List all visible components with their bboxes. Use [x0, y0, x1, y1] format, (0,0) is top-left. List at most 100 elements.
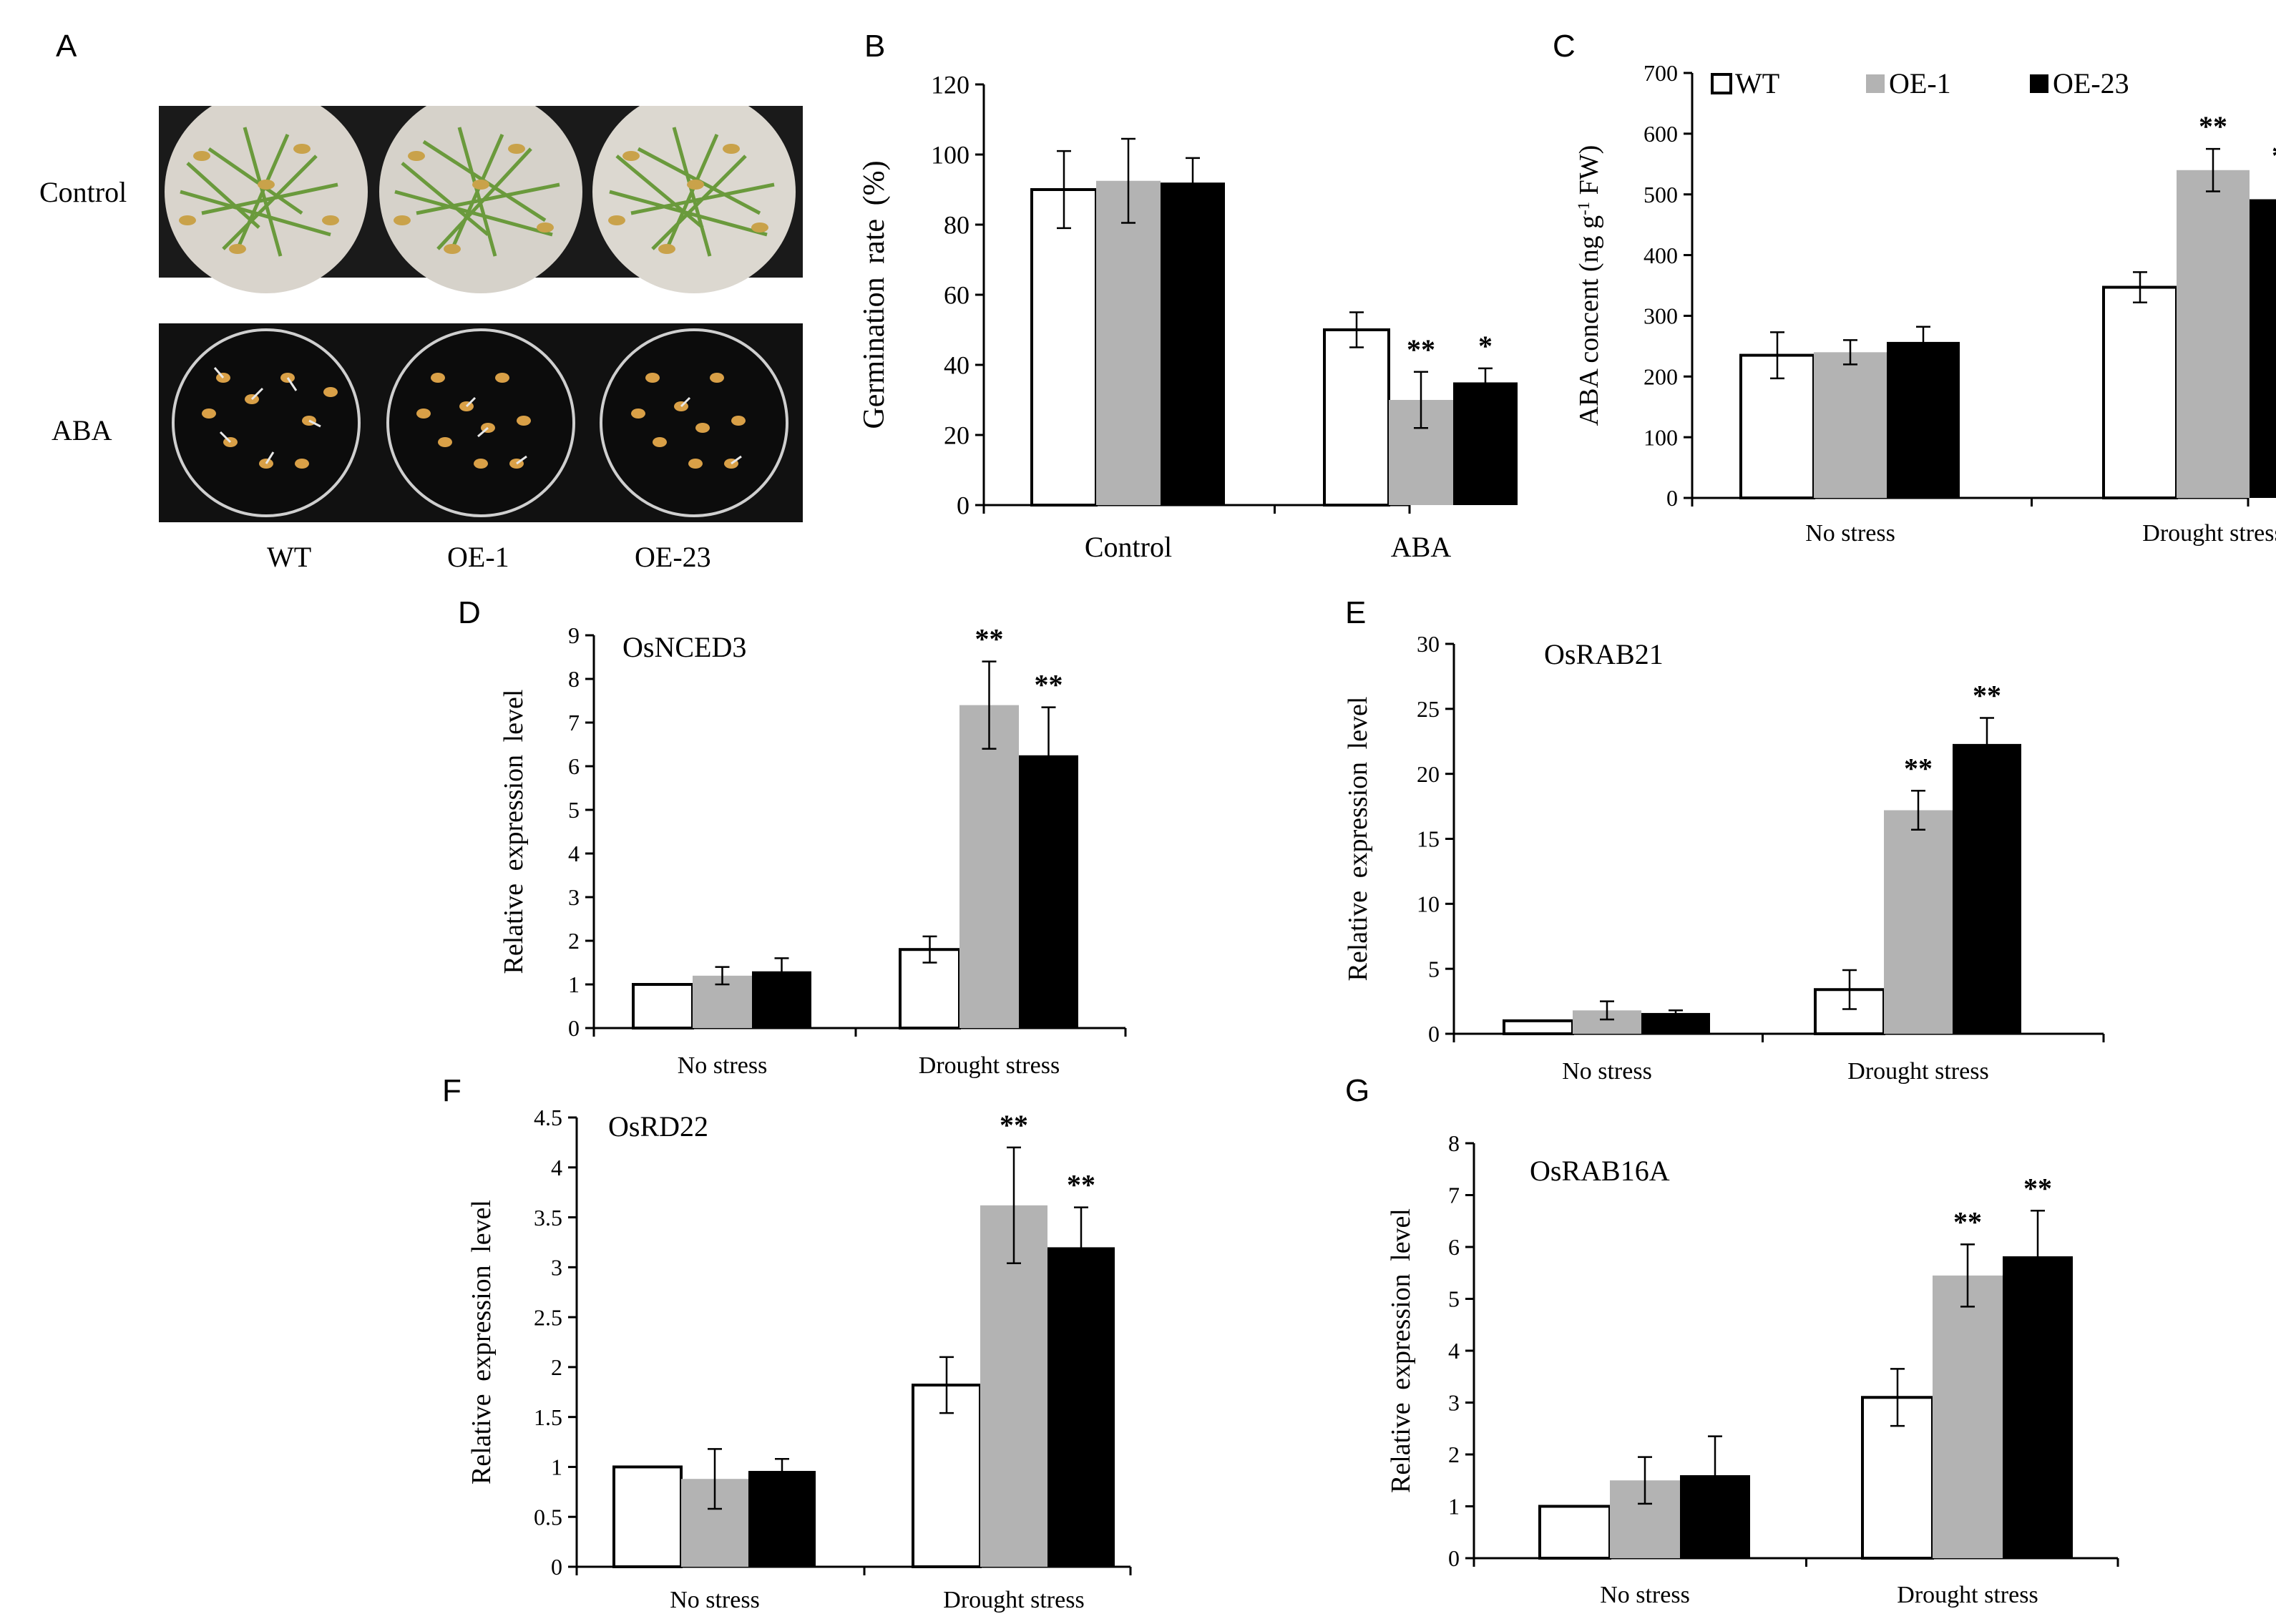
y-tick-label: 15	[1417, 826, 1440, 852]
x-category-label: Drought stress	[943, 1587, 1084, 1613]
significance-label: **	[1035, 669, 1063, 701]
bar-oe-23-0	[1887, 341, 1960, 498]
chart-title: OsRD22	[608, 1110, 708, 1143]
y-tick-label: 5	[1428, 956, 1440, 982]
x-category-label: Drought stress	[1847, 1058, 1988, 1085]
significance-label: **	[1407, 333, 1435, 366]
bar-wt-1	[2102, 285, 2178, 499]
y-axis-label: Germination rate (%)	[858, 160, 891, 429]
chart-g: 0 1 2 3 4 5 6 7 8 No stress ** ** Drought stress Rela…	[1386, 1130, 2119, 1608]
y-tick-label: 20	[944, 421, 970, 450]
y-tick-label: 4	[568, 841, 580, 866]
y-tick-label: 2	[1448, 1442, 1460, 1467]
y-axis-label: Relative expression level	[467, 1200, 497, 1484]
panel-letter-d: D	[458, 595, 481, 630]
legend-label-oe-1: OE-1	[1889, 67, 1951, 99]
y-tick-label: 10	[1417, 891, 1440, 917]
bar-oe-1-1	[1884, 810, 1953, 1034]
x-category-label: Control	[1085, 531, 1172, 563]
bar-wt-0	[612, 1465, 683, 1568]
y-tick-label: 4	[551, 1155, 562, 1180]
y-tick-label: 100	[931, 141, 970, 170]
y-tick-label: 7	[1448, 1183, 1460, 1208]
row-label-control: Control	[39, 176, 127, 208]
y-tick-label: 3	[551, 1255, 562, 1281]
chart-title: OsRAB16A	[1530, 1155, 1670, 1187]
bar-oe-1-0	[1096, 180, 1161, 505]
legend: WT OE-1 OE-23	[1711, 67, 2129, 99]
legend-label-oe-23: OE-23	[2053, 67, 2129, 99]
bar-oe-1-1	[980, 1205, 1047, 1567]
bar-wt-1	[1323, 328, 1390, 507]
y-tick-label: 6	[1448, 1234, 1460, 1260]
x-category-label: No stress	[1600, 1582, 1690, 1608]
y-tick-label: 20	[1417, 761, 1440, 787]
bar-oe-23-1	[2250, 199, 2276, 498]
y-tick-label: 0.5	[534, 1504, 562, 1530]
y-tick-label: 500	[1643, 182, 1678, 207]
chart-c: 0 100 200 300 400 500 600 700 No stress ** ** Droug…	[1574, 60, 2276, 547]
bar-oe-1-1	[2177, 170, 2250, 498]
y-tick-label: 2	[568, 928, 580, 954]
y-axis-label: Relative expression level	[499, 690, 529, 974]
bar-wt-0	[1030, 188, 1098, 507]
y-tick-label: 60	[944, 281, 970, 310]
row-label-aba: ABA	[52, 414, 112, 446]
y-tick-label: 0	[1666, 485, 1678, 511]
bar-wt-0	[1503, 1019, 1574, 1036]
bar-oe-1-1	[959, 705, 1019, 1028]
x-category-label: No stress	[1805, 520, 1895, 547]
chart-d: 0 1 2 3 4 5 6 7 8 9 No stress ** ** Drought stress Rel…	[499, 622, 1127, 1079]
seed-germination-photo	[159, 90, 803, 522]
bar-oe-1-0	[1814, 352, 1887, 498]
y-tick-label: 25	[1417, 696, 1440, 722]
legend-swatch-wt	[1711, 73, 1732, 94]
y-axis-label: ABA concent (ng g-1 FW)	[1574, 145, 1604, 426]
y-tick-label: 400	[1643, 243, 1678, 268]
significance-label: **	[1953, 1205, 1982, 1238]
significance-label: *	[1478, 330, 1493, 362]
y-tick-label: 5	[568, 797, 580, 823]
y-tick-label: 8	[1448, 1130, 1460, 1156]
chart-title: OsRAB21	[1544, 638, 1664, 670]
column-label-oe23: OE-23	[635, 541, 711, 573]
bar-oe-23-0	[1161, 182, 1225, 505]
y-axis-label: Relative expression level	[1386, 1208, 1416, 1493]
y-tick-label: 1	[568, 972, 580, 997]
y-tick-label: 2	[551, 1354, 562, 1380]
panel-letter-b: B	[864, 29, 886, 64]
bar-oe-23-1	[1047, 1247, 1115, 1567]
significance-label: **	[1973, 680, 2001, 712]
x-category-label: Drought stress	[919, 1052, 1060, 1079]
y-tick-label: 0	[551, 1554, 562, 1580]
panel-letter-e: E	[1345, 595, 1367, 630]
y-tick-label: 1.5	[534, 1404, 562, 1430]
x-category-label: No stress	[670, 1587, 760, 1613]
y-tick-label: 3	[1448, 1390, 1460, 1416]
panel-letter-a: A	[56, 29, 77, 64]
legend-swatch-oe-1	[1866, 74, 1885, 93]
y-tick-label: 6	[568, 753, 580, 779]
bar-oe-23-1	[1953, 743, 2021, 1034]
y-tick-label: 4.5	[534, 1105, 562, 1130]
y-tick-label: 80	[944, 211, 970, 240]
bar-oe-23-1	[1453, 382, 1518, 505]
y-tick-label: 4	[1448, 1338, 1460, 1364]
y-tick-label: 100	[1643, 424, 1678, 450]
significance-label: **	[1067, 1169, 1095, 1201]
significance-label: **	[2199, 110, 2227, 142]
y-tick-label: 600	[1643, 121, 1678, 147]
chart-f: 0 0.5 1 1.5 2 2.5 3 3.5 4 4.5 No stress ** ** Drought…	[467, 1105, 1132, 1613]
y-tick-label: 0	[568, 1015, 580, 1041]
y-tick-label: 7	[568, 710, 580, 735]
x-category-label: No stress	[678, 1052, 768, 1079]
significance-label: **	[1904, 752, 1933, 784]
y-tick-label: 3.5	[534, 1205, 562, 1231]
y-tick-label: 0	[957, 491, 970, 520]
significance-label: **	[975, 623, 1004, 655]
y-tick-label: 300	[1643, 303, 1678, 329]
y-tick-label: 200	[1643, 363, 1678, 389]
column-label-oe1: OE-1	[447, 541, 509, 573]
y-tick-label: 9	[568, 622, 580, 648]
